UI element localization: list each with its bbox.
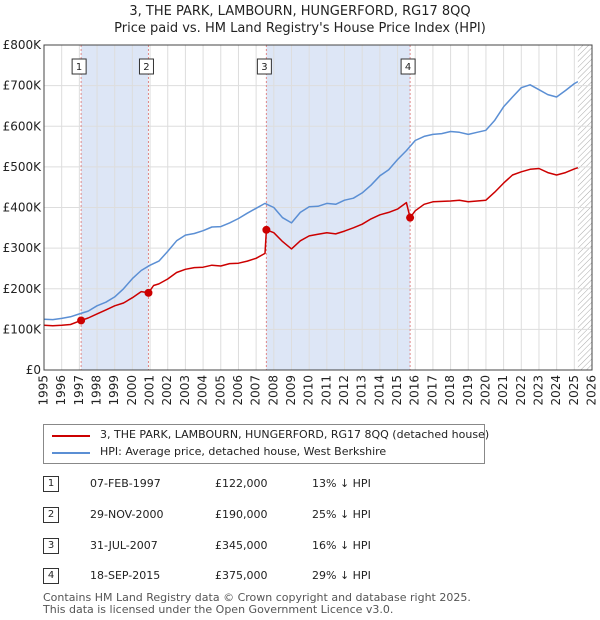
x-tick-label: 2026	[585, 375, 599, 406]
transaction-date: 07-FEB-1997	[90, 477, 161, 490]
legend: 3, THE PARK, LAMBOURN, HUNGERFORD, RG17 …	[43, 424, 489, 464]
transaction-hpi-diff: 16% ↓ HPI	[312, 539, 371, 552]
x-tick-label: 2010	[302, 375, 316, 406]
transaction-marker-2: 2	[43, 507, 59, 523]
x-tick-label: 1999	[107, 375, 121, 406]
y-tick-label: £400K	[3, 201, 43, 215]
x-tick-label: 2000	[125, 375, 139, 406]
y-tick-label: £800K	[3, 38, 43, 52]
x-tick-label: 2012	[337, 375, 351, 406]
y-tick-label: £700K	[3, 79, 43, 93]
y-tick-label: £600K	[3, 119, 43, 133]
x-tick-label: 2001	[143, 375, 157, 406]
x-tick-label: 2009	[284, 375, 298, 406]
sale-point-3	[262, 225, 271, 234]
x-tick-label: 2023	[531, 375, 545, 406]
x-tick-label: 2004	[196, 375, 210, 406]
transaction-price: £190,000	[215, 508, 268, 521]
sale-marker-box-3	[256, 58, 272, 75]
transaction-price: £345,000	[215, 539, 268, 552]
transaction-hpi-diff: 29% ↓ HPI	[312, 569, 371, 582]
chart-title-line1: 3, THE PARK, LAMBOURN, HUNGERFORD, RG17 …	[129, 4, 471, 19]
sale-marker-box-2	[138, 58, 154, 75]
transaction-date: 31-JUL-2007	[90, 539, 158, 552]
hpi-line	[43, 80, 579, 321]
x-tick-label: 1998	[90, 375, 104, 406]
sale-marker-box-4	[400, 58, 416, 75]
transaction-date: 18-SEP-2015	[90, 569, 161, 582]
transaction-hpi-diff: 13% ↓ HPI	[312, 477, 371, 490]
property-price-line	[43, 166, 579, 327]
x-tick-label: 2015	[390, 375, 404, 406]
x-tick-label: 2014	[372, 375, 386, 406]
x-tick-label: 2018	[443, 375, 457, 406]
sale-marker-label-1: 1	[76, 62, 82, 73]
chart-title-line2: Price paid vs. HM Land Registry's House …	[114, 21, 486, 36]
y-tick-label: £200K	[3, 282, 43, 296]
price-chart: 1 2 3 4 £0 £100K £200K £300K £400K £500K £600K £70…	[3, 38, 599, 406]
legend-swatch-hpi	[52, 452, 90, 454]
x-tick-label: 2007	[249, 375, 263, 406]
x-tick-label: 1997	[72, 375, 86, 406]
transaction-marker-4: 4	[43, 568, 59, 584]
x-tick-label: 2022	[514, 375, 528, 406]
x-tick-label: 2011	[319, 375, 333, 406]
x-tick-label: 2020	[478, 375, 492, 406]
sale-point-4	[406, 213, 415, 222]
footer-copyright: Contains HM Land Registry data © Crown c…	[43, 591, 471, 604]
y-tick-label: £0	[26, 363, 41, 377]
x-tick-label: 2013	[355, 375, 369, 406]
sale-marker-label-3: 3	[261, 62, 267, 73]
transaction-price: £375,000	[215, 569, 268, 582]
x-tick-label: 2021	[496, 375, 510, 406]
plot-frame	[43, 44, 593, 371]
x-tick-label: 2016	[408, 375, 422, 406]
transaction-marker-3: 3	[43, 538, 59, 554]
x-tick-label: 2024	[549, 375, 563, 406]
transaction-hpi-diff: 25% ↓ HPI	[312, 508, 371, 521]
sale-marker-label-4: 4	[405, 62, 411, 73]
transaction-price: £122,000	[215, 477, 268, 490]
y-tick-label: £500K	[3, 160, 43, 174]
sale-point-2	[144, 288, 153, 297]
x-tick-label: 2008	[266, 375, 280, 406]
y-tick-label: £300K	[3, 241, 43, 255]
x-tick-label: 2003	[178, 375, 192, 406]
transaction-date: 29-NOV-2000	[90, 508, 164, 521]
legend-label-hpi: HPI: Average price, detached house, West…	[100, 445, 387, 458]
x-tick-label: 1995	[37, 375, 51, 406]
x-tick-label: 1996	[54, 375, 68, 406]
y-tick-label: £100K	[3, 322, 43, 336]
x-tick-label: 2025	[567, 375, 581, 406]
sale-marker-label-2: 2	[143, 62, 149, 73]
x-tick-label: 2017	[425, 375, 439, 406]
footer-licence: This data is licensed under the Open Gov…	[43, 603, 394, 616]
x-tick-label: 2006	[231, 375, 245, 406]
transaction-marker-1: 1	[43, 476, 59, 492]
sale-marker-box-1	[71, 58, 87, 75]
x-tick-label: 2002	[160, 375, 174, 406]
legend-swatch-property	[52, 435, 90, 437]
x-tick-label: 2019	[461, 375, 475, 406]
sale-point-1	[77, 316, 86, 325]
x-tick-label: 2005	[213, 375, 227, 406]
legend-label-property: 3, THE PARK, LAMBOURN, HUNGERFORD, RG17 …	[100, 428, 490, 441]
